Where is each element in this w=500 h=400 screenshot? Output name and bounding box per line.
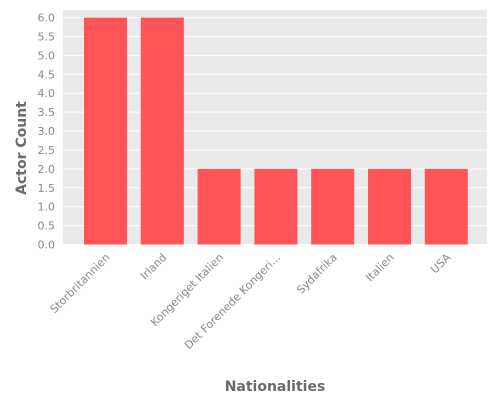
x-axis-title: Nationalities (225, 379, 326, 395)
bar-4 (254, 168, 298, 245)
y-tick-label: 1.5 (38, 182, 56, 195)
y-tick-label: 3.0 (38, 125, 56, 138)
x-tick-label: Sydafrika (294, 251, 340, 297)
bar-1 (84, 17, 127, 245)
x-tick-label: Italien (363, 251, 396, 284)
y-tick-label: 2.0 (38, 163, 56, 176)
x-tick-label: Det Forenede Kongeri... (182, 251, 283, 352)
bar-3 (197, 168, 241, 245)
y-axis-title: Actor Count (14, 101, 30, 195)
y-tick-label: 3.5 (38, 106, 56, 119)
x-tick-label: Storbritannien (48, 251, 113, 316)
y-tick-label: 0.0 (38, 239, 56, 252)
bars (84, 17, 468, 245)
y-tick-label: 4.5 (38, 68, 56, 81)
y-tick-label: 4.0 (38, 87, 56, 100)
bar-2 (140, 17, 184, 245)
y-tick-label: 6.0 (38, 12, 56, 25)
bar-7 (424, 168, 468, 245)
y-tick-label: 0.5 (38, 220, 56, 233)
x-tick-label: Irland (138, 251, 169, 282)
x-tick-label: USA (428, 251, 454, 277)
y-axis-ticks: 0.0 0.5 1.0 1.5 2.0 2.5 3.0 3.5 4.0 4.5 5.0 5.5 6.0 (38, 12, 56, 252)
y-tick-label: 5.5 (38, 30, 56, 43)
bar-5 (311, 168, 355, 245)
y-tick-label: 5.0 (38, 49, 56, 62)
bar-6 (368, 168, 411, 245)
y-tick-label: 2.5 (38, 144, 56, 157)
y-tick-label: 1.0 (38, 201, 56, 214)
